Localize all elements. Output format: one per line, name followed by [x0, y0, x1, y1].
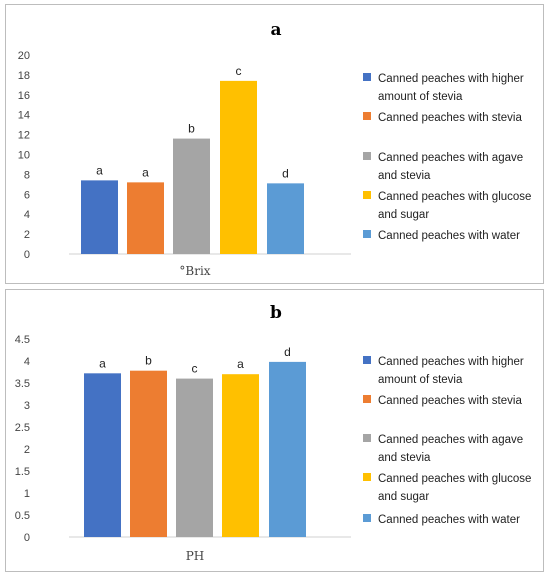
legend-label: Canned peaches with glucose — [378, 191, 531, 203]
bar-4 — [220, 80, 257, 255]
legend-label: Canned peaches with higher — [378, 356, 524, 368]
y-tick-label: 0 — [24, 249, 30, 261]
y-tick-label: 1 — [24, 488, 30, 500]
chart-b-svg: b 0 0.5 1 1.5 2 2.5 3 3.5 4 4.5 a b c a d PH Canned peach… — [15, 303, 532, 563]
legend-label: Canned peaches with higher — [378, 73, 524, 85]
bar-significance-label: c — [192, 362, 198, 376]
x-axis-label: °Brix — [179, 264, 210, 278]
bar-significance-label: d — [284, 345, 291, 359]
y-tick-label: 3.5 — [15, 378, 30, 390]
y-tick-label: 10 — [18, 150, 30, 162]
bar-3 — [173, 138, 210, 254]
bar-3 — [176, 378, 213, 537]
legend-label: and sugar — [378, 491, 429, 503]
legend-swatch-1 — [363, 73, 371, 81]
chart-panel-a: a 0 2 4 6 8 10 12 14 16 18 20 a a b c d °Brix Canned peach… — [5, 4, 544, 284]
y-tick-label: 3 — [24, 400, 30, 412]
legend-label: Canned peaches with agave — [378, 434, 523, 446]
bar-significance-label: a — [142, 165, 149, 179]
legend-label: and stevia — [378, 452, 431, 464]
legend-label: amount of stevia — [378, 374, 463, 386]
y-tick-label: 12 — [18, 130, 30, 142]
bar-significance-label: d — [282, 166, 289, 180]
legend-swatch-1 — [363, 356, 371, 364]
legend-label: Canned peaches with water — [378, 514, 520, 526]
chart-a-svg: a 0 2 4 6 8 10 12 14 16 18 20 a a b c d °Brix Canned peach… — [18, 20, 532, 278]
bar-5 — [267, 183, 304, 254]
legend-label: Canned peaches with agave — [378, 152, 523, 164]
chart-panel-b: b 0 0.5 1 1.5 2 2.5 3 3.5 4 4.5 a b c a d PH Canned peach… — [5, 289, 544, 572]
legend-label: Canned peaches with glucose — [378, 473, 531, 485]
bar-4 — [222, 374, 259, 537]
legend-swatch-4 — [363, 191, 371, 199]
legend-swatch-5 — [363, 514, 371, 522]
bar-significance-label: c — [236, 64, 242, 78]
y-tick-label: 16 — [18, 90, 30, 102]
legend-swatch-3 — [363, 152, 371, 160]
y-tick-label: 4 — [24, 209, 30, 221]
y-tick-label: 14 — [18, 110, 30, 122]
bar-5 — [269, 361, 306, 537]
panel-label: a — [270, 20, 281, 40]
bar-significance-label: a — [96, 163, 103, 177]
legend-swatch-4 — [363, 473, 371, 481]
y-tick-label: 4 — [24, 356, 30, 368]
x-axis-label: PH — [186, 549, 205, 563]
bar-2 — [127, 182, 164, 254]
y-tick-label: 20 — [18, 50, 30, 62]
bar-1 — [84, 373, 121, 537]
legend-swatch-3 — [363, 434, 371, 442]
legend-swatch-2 — [363, 112, 371, 120]
legend-label: Canned peaches with stevia — [378, 112, 522, 124]
y-tick-label: 2 — [24, 229, 30, 241]
legend-label: and stevia — [378, 170, 431, 182]
legend-label: Canned peaches with water — [378, 230, 520, 242]
legend-label: amount of stevia — [378, 91, 463, 103]
panel-label: b — [270, 303, 282, 323]
bar-significance-label: a — [99, 356, 106, 370]
y-tick-label: 0.5 — [15, 510, 30, 522]
legend-label: and sugar — [378, 209, 429, 221]
y-tick-label: 4.5 — [15, 334, 30, 346]
bar-significance-label: b — [188, 122, 195, 136]
y-tick-label: 2.5 — [15, 422, 30, 434]
bar-2 — [130, 370, 167, 537]
bar-1 — [81, 180, 118, 254]
y-tick-label: 8 — [24, 169, 30, 181]
bar-significance-label: b — [145, 354, 152, 368]
y-tick-label: 6 — [24, 189, 30, 201]
y-tick-label: 0 — [24, 532, 30, 544]
legend-swatch-5 — [363, 230, 371, 238]
y-tick-label: 18 — [18, 70, 30, 82]
y-tick-label: 1.5 — [15, 466, 30, 478]
legend-label: Canned peaches with stevia — [378, 395, 522, 407]
y-tick-label: 2 — [24, 444, 30, 456]
legend-swatch-2 — [363, 395, 371, 403]
bar-significance-label: a — [237, 357, 244, 371]
